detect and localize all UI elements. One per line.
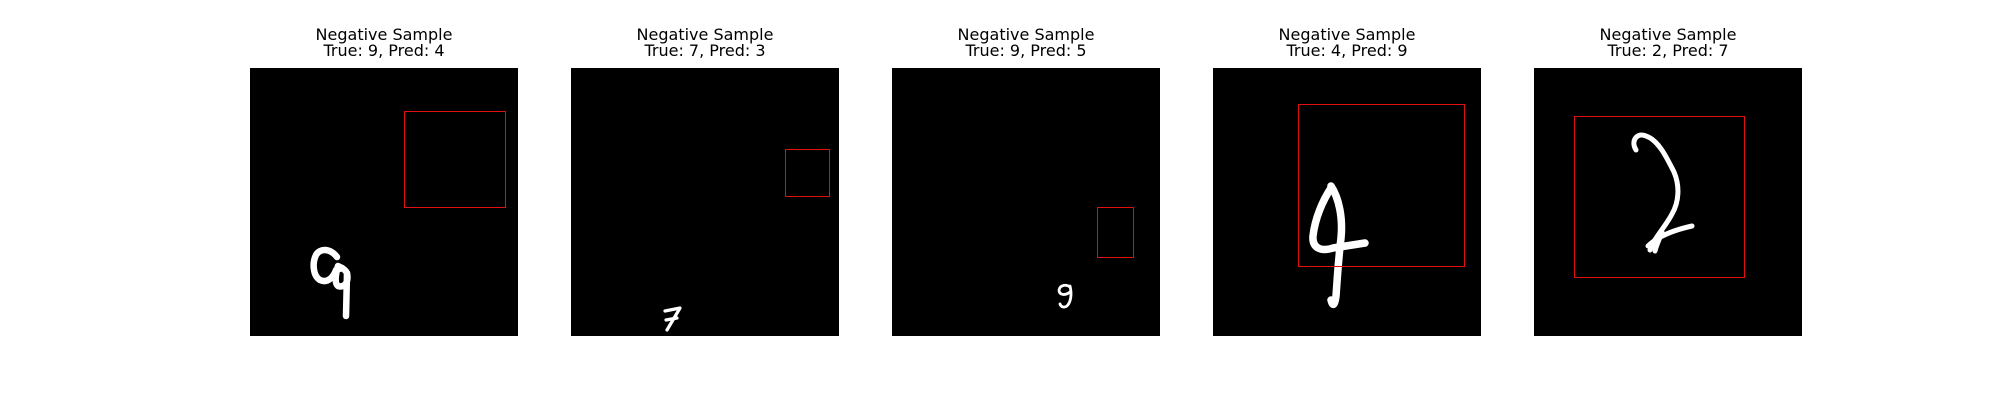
panel-labels: True: 7, Pred: 3: [644, 41, 766, 60]
prediction-bbox: [404, 111, 506, 208]
prediction-bbox: [1298, 104, 1465, 267]
sample-image: [250, 68, 518, 336]
prediction-bbox: [1097, 207, 1134, 258]
digit-2-drawing: [1631, 132, 1695, 254]
panel-title: Negative Sample True: 2, Pred: 7: [1534, 27, 1802, 59]
sample-image: [1534, 68, 1802, 336]
digit-9-drawing: [310, 246, 351, 320]
sample-image: [1213, 68, 1481, 336]
prediction-bbox: [1574, 116, 1745, 278]
panel-labels: True: 9, Pred: 5: [965, 41, 1087, 60]
digit-4-drawing: [1309, 182, 1369, 309]
prediction-bbox: [785, 149, 830, 197]
panel-heading: Negative Sample: [1278, 25, 1416, 44]
panel-labels: True: 2, Pred: 7: [1607, 41, 1729, 60]
panel-heading: Negative Sample: [636, 25, 774, 44]
panel-title: Negative Sample True: 4, Pred: 9: [1213, 27, 1481, 59]
digit-9-drawing: [1057, 283, 1073, 309]
sample-panel-5: Negative Sample True: 2, Pred: 7: [1534, 27, 1802, 336]
sample-image: [571, 68, 839, 336]
sample-panel-1: Negative Sample True: 9, Pred: 4: [250, 27, 518, 336]
sample-panel-3: Negative Sample True: 9, Pred: 5: [892, 27, 1160, 336]
panel-title: Negative Sample True: 7, Pred: 3: [571, 27, 839, 59]
panel-heading: Negative Sample: [957, 25, 1095, 44]
sample-panel-2: Negative Sample True: 7, Pred: 3: [571, 27, 839, 336]
panel-labels: True: 9, Pred: 4: [323, 41, 445, 60]
panel-heading: Negative Sample: [315, 25, 453, 44]
panel-heading: Negative Sample: [1599, 25, 1737, 44]
digit-7-drawing: [663, 306, 682, 332]
sample-image: [892, 68, 1160, 336]
panel-title: Negative Sample True: 9, Pred: 5: [892, 27, 1160, 59]
sample-panel-4: Negative Sample True: 4, Pred: 9: [1213, 27, 1481, 336]
panel-title: Negative Sample True: 9, Pred: 4: [250, 27, 518, 59]
panel-labels: True: 4, Pred: 9: [1286, 41, 1408, 60]
